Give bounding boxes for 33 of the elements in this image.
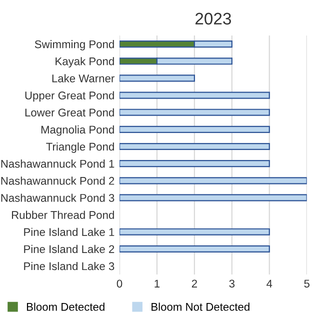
- y-tick-label: Magnolia Pond: [41, 125, 114, 136]
- bar: [120, 126, 270, 133]
- y-tick-label: Pine Island Lake 1: [24, 228, 114, 236]
- bar: [120, 74, 195, 82]
- y-tick-label: Rubber Thread Pond: [12, 210, 114, 219]
- legend-label: Bloom Not Detected: [152, 302, 250, 311]
- chart-title: 2023: [195, 12, 231, 25]
- legend-label: Bloom Detected: [26, 302, 104, 311]
- y-tick-label: Lake Warner: [52, 74, 114, 82]
- y-tick-label: Lower Great Pond: [25, 108, 114, 116]
- y-tick-label: Nashawannuck Pond 1: [1, 160, 114, 168]
- bar: [120, 245, 270, 252]
- bar: [120, 92, 270, 99]
- x-tick-label: 2: [192, 280, 197, 288]
- y-tick-label: Pine Island Lake 2: [24, 244, 114, 254]
- y-tick-label: Nashawannuck Pond 2: [1, 176, 114, 185]
- bar: [120, 108, 270, 116]
- bar: [120, 177, 307, 184]
- x-tick-label: 3: [229, 280, 235, 288]
- y-tick-label: Nashawannuck Pond 3: [1, 194, 114, 202]
- y-tick-label: Swimming Pond: [34, 40, 114, 50]
- x-tick-label: 0: [116, 280, 122, 288]
- bar: [120, 142, 270, 150]
- bar: [120, 194, 307, 202]
- y-tick-label: Kayak Pond: [56, 57, 114, 68]
- y-tick-label: Triangle Pond: [46, 142, 114, 153]
- x-tick-label: 4: [266, 280, 272, 288]
- y-tick-label: Pine Island Lake 3: [24, 262, 114, 270]
- y-tick-label: Upper Great Pond: [25, 91, 114, 102]
- x-tick-label: 1: [154, 280, 160, 288]
- bar: [120, 228, 270, 236]
- x-tick-label: 5: [304, 280, 310, 288]
- bar: [120, 160, 270, 168]
